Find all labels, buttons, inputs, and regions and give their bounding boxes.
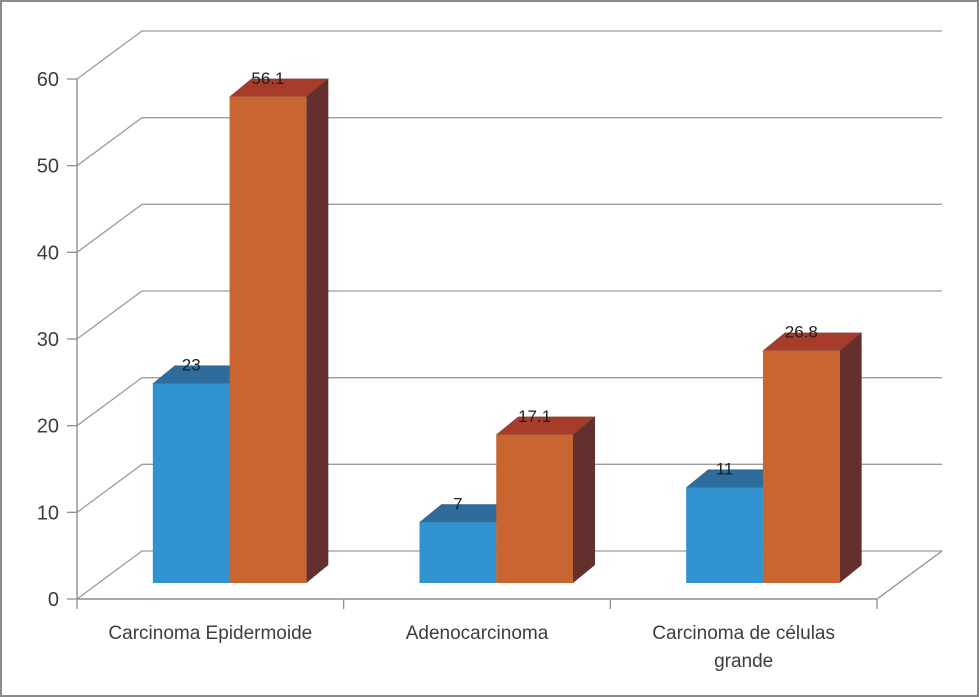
data-label-series1-cat1: 23 <box>182 356 201 375</box>
y-tick-label-10: 10 <box>37 502 59 524</box>
grid-line-10 <box>76 463 942 513</box>
bar-front-face <box>762 350 840 583</box>
bar-front-face <box>686 487 763 583</box>
bar-series2-cat1 <box>228 78 330 584</box>
data-label-series1-cat3: 11 <box>716 460 734 479</box>
data-label-series2-cat3: 26.8 <box>785 323 818 342</box>
y-tick-label-50: 50 <box>37 156 59 178</box>
bar-side-face <box>839 332 862 583</box>
bar-front-face <box>152 383 230 583</box>
bar-side-face <box>306 78 329 584</box>
y-tick-label-20: 20 <box>37 416 59 438</box>
bar-side-face <box>573 416 595 583</box>
grid-line-30 <box>76 290 942 340</box>
bar-series2-cat3 <box>761 332 864 583</box>
data-label-series2-cat2: 17.1 <box>518 407 551 426</box>
floor-right-edge <box>876 550 943 600</box>
y-tick-label-40: 40 <box>37 242 59 264</box>
grid-line-60 <box>76 30 942 80</box>
data-label-series1-cat2: 7 <box>453 494 462 513</box>
bar-front-face <box>229 96 307 584</box>
data-label-series2-cat1: 56.1 <box>251 69 284 88</box>
grid-line-50 <box>76 117 942 167</box>
bar-front-face <box>496 434 573 583</box>
bar-series2-cat2 <box>494 416 597 583</box>
bar-front-face <box>419 522 497 583</box>
y-tick-label-60: 60 <box>37 69 59 91</box>
grid-line-0 <box>76 550 942 600</box>
y-tick-label-30: 30 <box>37 329 59 351</box>
grid-line-40 <box>76 203 942 253</box>
grid-line-20 <box>76 377 942 427</box>
y-tick-label-0: 0 <box>48 589 59 611</box>
